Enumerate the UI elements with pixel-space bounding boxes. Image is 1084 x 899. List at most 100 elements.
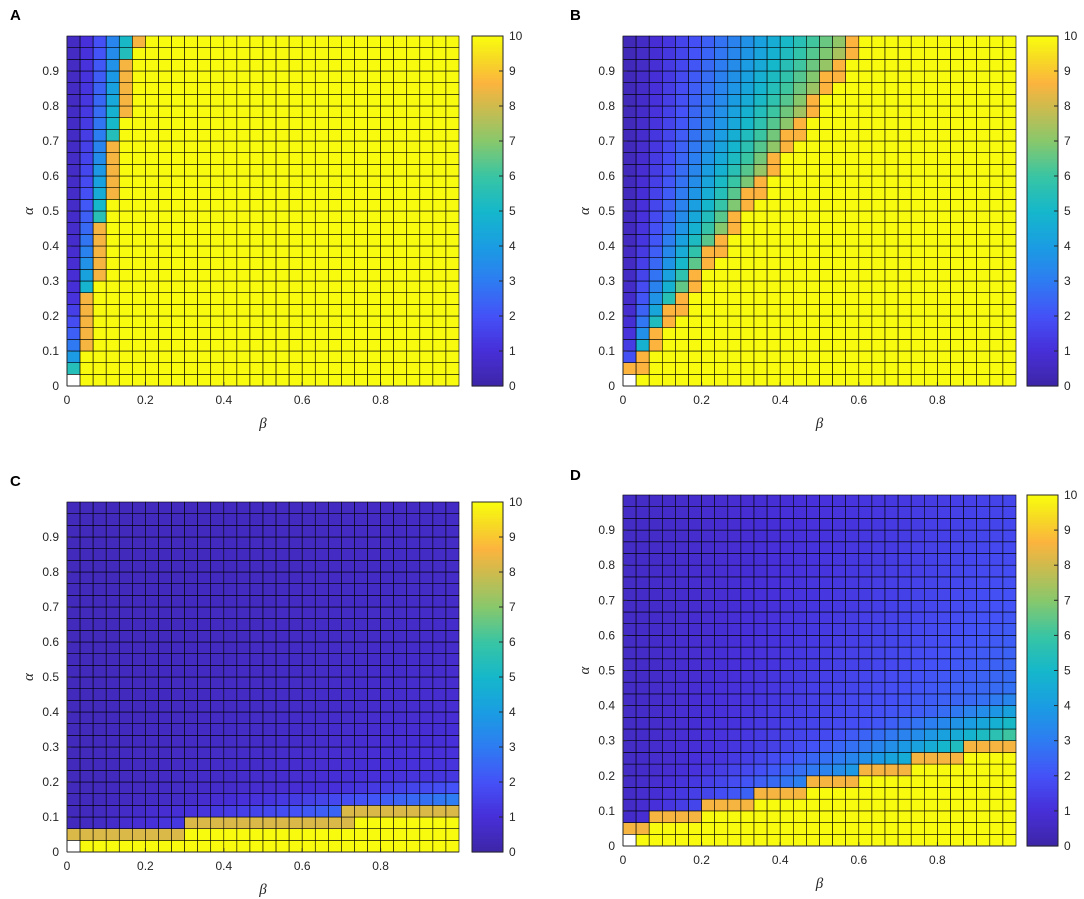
- heatmap-cell: [328, 583, 342, 596]
- heatmap-cell: [432, 117, 447, 130]
- heatmap-cell: [779, 59, 794, 72]
- heatmap-cell: [1002, 175, 1017, 188]
- heatmap-cell: [367, 501, 381, 514]
- heatmap-cell: [910, 59, 925, 72]
- heatmap-cell: [675, 740, 689, 753]
- heatmap-cell: [197, 94, 212, 107]
- heatmap-cell: [341, 129, 355, 142]
- heatmap-cell: [419, 222, 434, 235]
- heatmap-cell: [753, 599, 768, 613]
- heatmap-cell: [871, 362, 886, 375]
- colorbar-segment: [1027, 358, 1058, 362]
- heatmap-cell: [432, 653, 447, 666]
- heatmap-cell: [701, 564, 715, 578]
- heatmap-cell: [792, 646, 807, 660]
- colorbar-segment: [1027, 303, 1058, 308]
- heatmap-cell: [249, 374, 264, 387]
- heatmap-cell: [118, 618, 133, 631]
- heatmap-cell: [406, 82, 421, 95]
- heatmap-cell: [701, 518, 715, 531]
- heatmap-cell: [884, 105, 899, 118]
- heatmap-cell: [66, 210, 81, 223]
- heatmap-cell: [937, 59, 951, 72]
- heatmap-cell: [832, 339, 846, 352]
- heatmap-cell: [753, 716, 768, 730]
- heatmap-cell: [845, 164, 860, 177]
- colorbar-segment: [1027, 530, 1058, 534]
- heatmap-cell: [419, 245, 434, 258]
- heatmap-cell: [1002, 728, 1017, 741]
- heatmap-cell: [79, 315, 94, 328]
- heatmap-cell: [66, 222, 81, 235]
- heatmap-cell: [950, 693, 964, 706]
- heatmap-cell: [963, 280, 977, 293]
- heatmap-cell: [445, 665, 460, 678]
- heatmap-cell: [910, 374, 925, 387]
- heatmap-cell: [262, 630, 277, 643]
- heatmap-cell: [66, 269, 81, 282]
- heatmap-cell: [832, 234, 846, 247]
- heatmap-cell: [779, 234, 794, 247]
- heatmap-cell: [197, 781, 212, 794]
- heatmap-cell: [779, 129, 794, 142]
- heatmap-cell: [432, 571, 447, 584]
- heatmap-cell: [963, 327, 977, 340]
- heatmap-cell: [1002, 234, 1017, 247]
- heatmap-cell: [806, 693, 820, 706]
- colorbar-tick-label: 9: [509, 530, 516, 544]
- heatmap-cell: [380, 560, 394, 573]
- heatmap-cell: [393, 245, 408, 258]
- heatmap-cell: [236, 374, 251, 387]
- heatmap-cell: [884, 210, 899, 223]
- heatmap-cell: [727, 129, 742, 142]
- heatmap-cell: [963, 70, 977, 83]
- heatmap-cell: [897, 635, 912, 648]
- heatmap-cell: [197, 315, 212, 328]
- colorbar-segment: [472, 74, 503, 78]
- heatmap-cell: [145, 548, 159, 561]
- heatmap-cell: [740, 752, 755, 765]
- heatmap-cell: [66, 653, 81, 666]
- heatmap-cell: [432, 805, 447, 818]
- heatmap-cell: [753, 164, 768, 177]
- colorbar-segment: [472, 252, 503, 256]
- heatmap-cell: [380, 781, 394, 794]
- heatmap-cell: [622, 611, 637, 624]
- heatmap-cell: [262, 513, 277, 526]
- heatmap-cell: [236, 234, 251, 247]
- x-tick-label: 0.2: [137, 393, 154, 407]
- heatmap-cell: [701, 670, 715, 683]
- heatmap-cell: [675, 787, 689, 800]
- heatmap-cell: [432, 513, 447, 526]
- x-tick-label: 0.4: [215, 859, 232, 873]
- heatmap-cell: [105, 292, 120, 305]
- colorbar-segment: [472, 674, 503, 678]
- heatmap-cell: [832, 833, 846, 847]
- heatmap-cell: [910, 693, 925, 706]
- heatmap-cell: [740, 623, 755, 636]
- heatmap-cell: [406, 339, 421, 352]
- colorbar-segment: [472, 230, 503, 234]
- heatmap-cell: [766, 292, 781, 305]
- heatmap-cell: [328, 210, 342, 223]
- heatmap-cell: [819, 269, 833, 282]
- colorbar-segment: [472, 137, 503, 141]
- heatmap-cell: [432, 583, 447, 596]
- heatmap-cell: [210, 595, 225, 608]
- heatmap-cell: [727, 292, 742, 305]
- heatmap-cell: [328, 350, 342, 363]
- heatmap-cell: [832, 129, 846, 142]
- heatmap-cell: [171, 47, 185, 60]
- heatmap-cell: [184, 152, 198, 165]
- heatmap-cell: [701, 94, 715, 107]
- heatmap-cell: [419, 70, 434, 83]
- heatmap-cell: [766, 210, 781, 223]
- heatmap-cell: [714, 810, 729, 823]
- heatmap-cell: [328, 595, 342, 608]
- x-tick-label: 0.8: [372, 859, 389, 873]
- heatmap-cell: [79, 641, 94, 654]
- heatmap-cell: [845, 315, 860, 328]
- heatmap-cell: [792, 82, 807, 95]
- heatmap-cell: [223, 234, 238, 247]
- heatmap-cell: [701, 339, 715, 352]
